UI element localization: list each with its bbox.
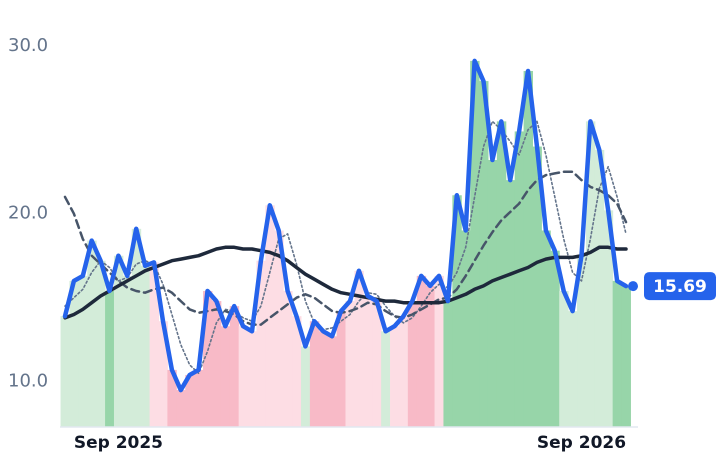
regime-fill xyxy=(372,301,382,427)
regime-fill xyxy=(256,260,266,427)
regime-fill xyxy=(550,250,560,427)
regime-fill xyxy=(149,262,159,427)
regime-fill xyxy=(532,146,542,428)
y-tick-label: 20.0 xyxy=(8,203,48,224)
regime-fill xyxy=(283,290,293,427)
regime-fill xyxy=(78,275,88,427)
regime-fill xyxy=(425,285,436,427)
regime-fill xyxy=(105,290,115,427)
regime-fill xyxy=(407,301,418,427)
regime-fill xyxy=(318,331,329,427)
regime-fill xyxy=(140,265,151,427)
last-value-label: 15.69 xyxy=(653,277,707,297)
regime-fill xyxy=(131,228,142,427)
regime-fill xyxy=(211,301,222,427)
regime-fill xyxy=(176,390,186,427)
regime-fill xyxy=(612,280,623,427)
regime-fill xyxy=(220,326,231,427)
regime-fill xyxy=(229,306,240,427)
regime-fill xyxy=(541,230,551,427)
regime-fill xyxy=(505,180,516,427)
regime-fill xyxy=(381,331,391,427)
regime-fill xyxy=(559,290,569,427)
regime-fill xyxy=(416,275,427,427)
regime-fill xyxy=(336,311,346,427)
regime-fill xyxy=(443,301,453,427)
regime-fill xyxy=(390,326,400,427)
regime-fill xyxy=(203,290,213,427)
series-line xyxy=(62,58,629,393)
regime-fill xyxy=(577,255,587,427)
regime-fill xyxy=(354,270,364,427)
regime-fill xyxy=(185,374,195,427)
regime-fill xyxy=(496,121,507,428)
regime-fill xyxy=(514,131,525,427)
regime-fill xyxy=(461,230,471,427)
regime-fill xyxy=(452,195,462,427)
y-tick-label: 30.0 xyxy=(8,35,48,56)
regime-fill xyxy=(398,316,409,427)
regime-fill xyxy=(113,255,124,427)
regime-fill xyxy=(247,331,257,427)
regime-fill xyxy=(479,81,489,427)
y-tick-label: 10.0 xyxy=(8,371,48,392)
regime-fill xyxy=(309,321,320,427)
regime-fill xyxy=(60,316,70,427)
x-tick-label: Sep 2026 xyxy=(537,433,626,453)
series-line xyxy=(64,120,627,375)
regime-fill xyxy=(568,311,578,427)
regime-fill xyxy=(585,121,596,428)
regime-fill xyxy=(487,159,498,427)
regime-fill xyxy=(274,230,284,427)
regime-fill xyxy=(292,316,302,427)
regime-fill xyxy=(327,336,338,427)
regime-fill xyxy=(523,70,533,427)
regime-fill xyxy=(363,296,373,427)
last-point xyxy=(628,281,638,292)
regime-fill xyxy=(603,210,614,427)
regime-fill xyxy=(300,346,311,427)
regime-fill xyxy=(621,286,631,427)
regime-fill xyxy=(194,369,204,427)
regime-fill xyxy=(434,275,444,427)
regime-fill xyxy=(96,260,106,427)
x-tick-label: Sep 2025 xyxy=(74,433,163,453)
regime-fill xyxy=(158,321,168,427)
regime-fill xyxy=(69,280,79,427)
regime-fill xyxy=(122,275,133,427)
regime-fill xyxy=(470,60,480,428)
last-value-badge xyxy=(644,272,716,301)
series-line xyxy=(63,245,628,320)
regime-fill xyxy=(345,301,355,427)
regime-fill xyxy=(167,369,177,427)
regime-fill xyxy=(238,326,249,427)
regime-fill xyxy=(87,240,97,427)
regime-fill xyxy=(594,149,605,428)
